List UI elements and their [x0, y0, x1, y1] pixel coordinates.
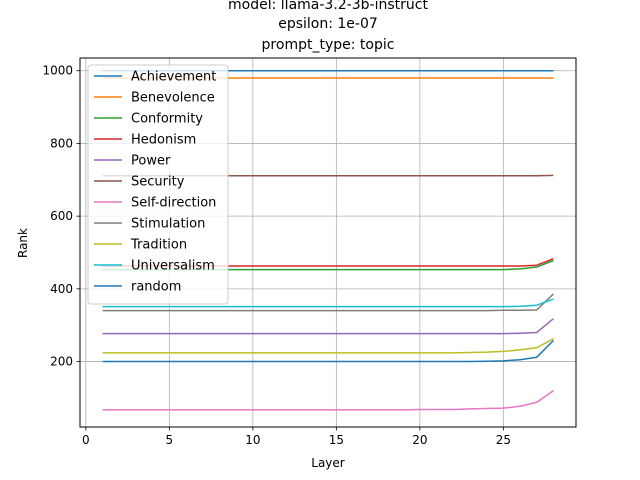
x-tick-label: 20 — [412, 433, 427, 447]
x-tick-label: 5 — [166, 433, 174, 447]
legend-label-achievement: Achievement — [131, 70, 216, 85]
x-tick-label: 0 — [82, 433, 90, 447]
series-line-universalism — [102, 298, 554, 308]
y-axis-ticks: 200 400 600 800 1000 — [42, 64, 80, 369]
legend-label-security: Security — [131, 175, 185, 190]
x-axis-label: Layer — [311, 456, 345, 470]
series-line-tradition — [102, 338, 554, 354]
legend-label-conformity: Conformity — [131, 112, 203, 127]
plot-frame — [79, 57, 577, 428]
legend-label-self-direction: Self-direction — [131, 196, 216, 211]
legend-label-stimulation: Stimulation — [131, 217, 205, 232]
y-tick-label: 200 — [50, 355, 73, 369]
y-tick-label: 1000 — [42, 64, 73, 78]
series-line-stimulation — [102, 293, 554, 312]
series-line-random — [102, 339, 554, 363]
x-axis-ticks: 0 5 10 15 20 25 — [82, 427, 511, 447]
series-lines — [102, 69, 554, 411]
chart-title-line-2: epsilon: 1e-07 — [278, 16, 378, 32]
series-line-power — [102, 318, 554, 335]
x-tick-label: 10 — [245, 433, 260, 447]
legend-box — [87, 64, 229, 305]
x-tick-label: 25 — [496, 433, 511, 447]
legend-label-power: Power — [131, 154, 171, 169]
y-tick-label: 400 — [50, 282, 73, 296]
legend-label-universalism: Universalism — [131, 259, 215, 274]
x-tick-label: 15 — [329, 433, 344, 447]
series-line-self-direction — [102, 390, 554, 411]
y-tick-label: 800 — [50, 136, 73, 150]
y-tick-label: 600 — [50, 209, 73, 223]
chart-title-line-1: model: llama-3.2-3b-instruct — [228, 0, 428, 13]
chart-title-line-3: prompt_type: topic — [262, 37, 395, 53]
legend-label-benevolence: Benevolence — [131, 91, 215, 106]
legend-label-tradition: Tradition — [130, 238, 187, 253]
legend-label-hedonism: Hedonism — [131, 133, 196, 148]
y-axis-label: Rank — [16, 228, 30, 258]
legend-label-random: random — [131, 280, 181, 295]
legend: Achievement Benevolence Conformity Hedonism… — [87, 64, 229, 305]
